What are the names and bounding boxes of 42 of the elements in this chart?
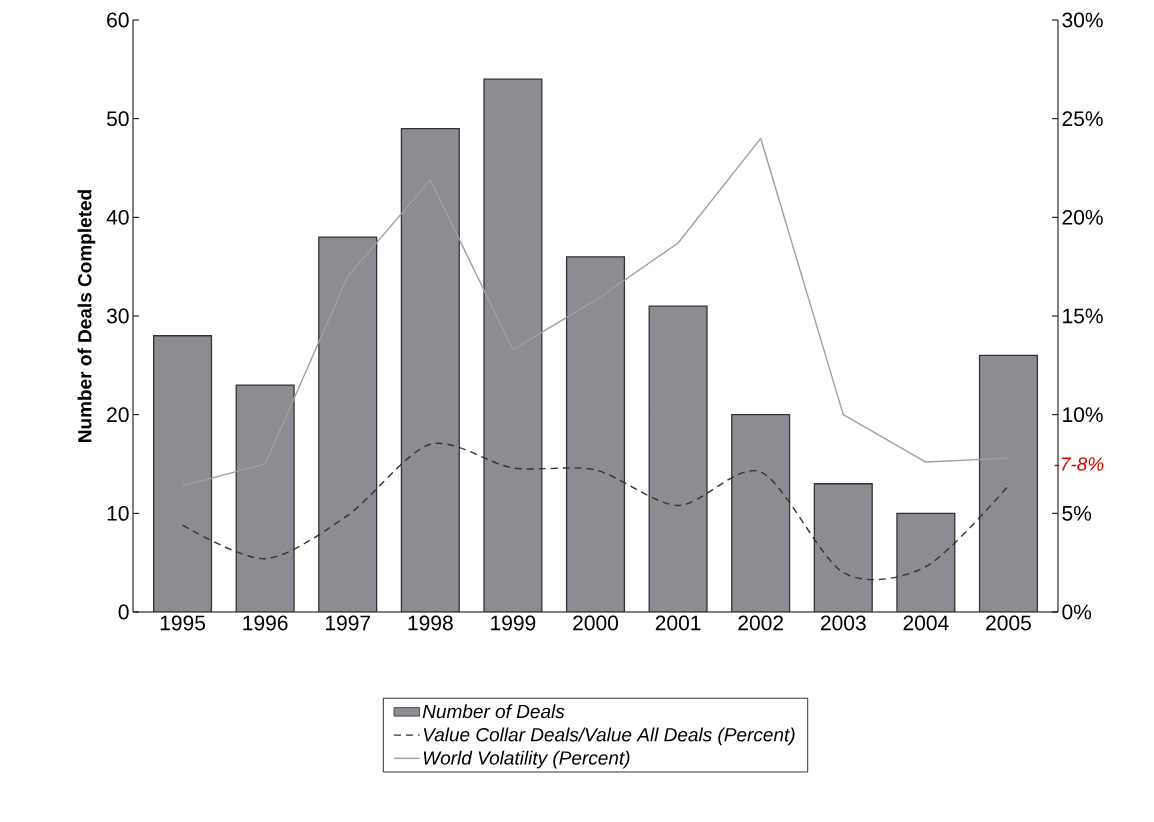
- bar: [896, 512, 956, 612]
- x-tick-label: 1997: [325, 615, 371, 631]
- bar: [731, 414, 791, 612]
- bar: [565, 256, 626, 612]
- y2-tick-label: 30%: [1062, 12, 1103, 28]
- legend-label: Value Collar Deals/Value All Deals (Percent): [423, 727, 795, 746]
- bar: [235, 384, 295, 612]
- line-series: [181, 137, 1010, 487]
- x-tick-label: 2003: [820, 615, 866, 631]
- x-tick-label: 1999: [491, 615, 536, 631]
- x-tick-label: 1996: [243, 615, 288, 631]
- legend-label: World Volatility (Percent): [423, 750, 630, 769]
- x-tick-label: 2002: [738, 615, 783, 631]
- bar: [483, 78, 543, 612]
- y-axis-title: Number of Deals Completed: [77, 190, 96, 442]
- bar: [978, 354, 1039, 612]
- x-tick-label: 1998: [408, 615, 453, 631]
- x-tick-label: 2005: [986, 615, 1031, 631]
- x-tick-label: 1995: [160, 615, 206, 631]
- y-tick-label: 30: [106, 308, 129, 324]
- x-tick-label: 2004: [903, 615, 949, 631]
- annotation: -7-8%: [1054, 457, 1104, 471]
- y2-tick-label: 5%: [1062, 505, 1092, 521]
- y-tick-label: 60: [107, 12, 129, 28]
- y-tick-label: 50: [106, 111, 129, 127]
- y-tick-label: 20: [107, 407, 129, 423]
- x-tick-label: 2001: [655, 615, 701, 631]
- bar: [153, 335, 213, 612]
- y2-tick-label: 10%: [1063, 407, 1103, 423]
- bar: [813, 483, 873, 612]
- bar: [400, 127, 460, 612]
- y2-tick-label: 0%: [1062, 604, 1092, 620]
- x-tick-label: 2000: [573, 615, 619, 631]
- bar: [648, 305, 708, 612]
- y2-tick-label: 15%: [1063, 308, 1103, 324]
- y-tick-label: 0: [118, 604, 129, 620]
- bar: [318, 236, 378, 612]
- y-tick-label: 40: [106, 209, 129, 225]
- y2-tick-label: 25%: [1062, 111, 1103, 127]
- y2-tick-label: 20%: [1062, 209, 1103, 225]
- legend-label: Number of Deals: [422, 704, 565, 719]
- y-tick-label: 10: [107, 505, 129, 521]
